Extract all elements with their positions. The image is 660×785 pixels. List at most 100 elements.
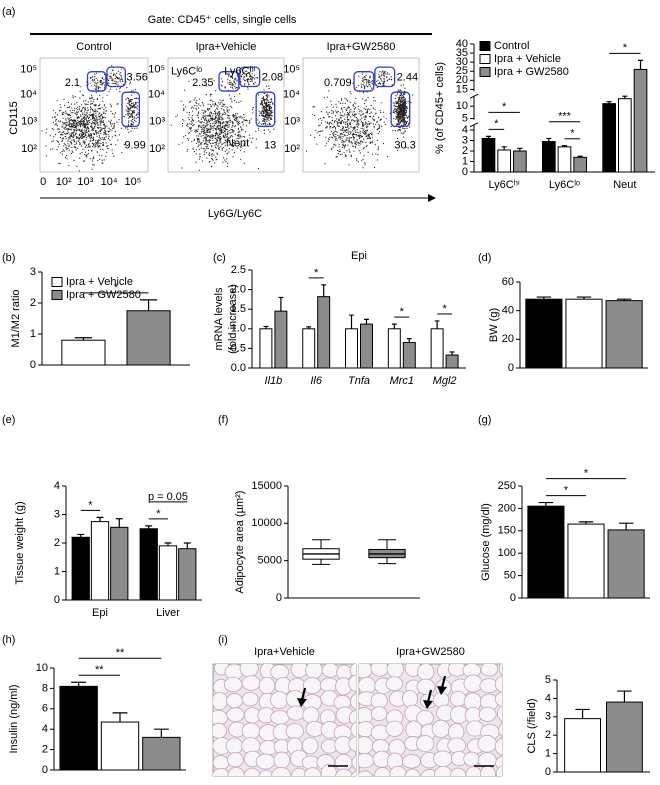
cytometry-dot [195,162,196,163]
cytometry-dot [104,74,105,75]
cytometry-dot [265,99,266,100]
cytometry-dot [102,77,103,78]
cytometry-dot [99,155,100,156]
cytometry-dot [213,128,214,129]
cytometry-dot [90,158,91,159]
cytometry-dot [80,86,81,87]
cytometry-dot [334,131,335,132]
cytometry-dot [81,104,82,105]
cytometry-dot [232,130,233,131]
cytometry-dot [74,147,75,148]
cytometry-dot [94,109,95,110]
cytometry-dot [249,138,250,139]
cytometry-dot [246,119,247,120]
cytometry-dot [383,112,384,113]
cytometry-dot [81,121,82,122]
adipocyte [286,723,304,739]
cytometry-dot [219,134,220,135]
cytometry-dot [68,132,69,133]
cytometry-dot [223,143,224,144]
cytometry-dot [58,120,59,121]
cytometry-dot [98,127,99,128]
cytometry-dot [96,119,97,120]
cytometry-dot [84,114,85,115]
cytometry-dot [355,132,356,133]
cytometry-dot [343,145,344,146]
cytometry-dot [346,127,347,128]
cytometry-dot [55,116,56,117]
cytometry-dot [406,122,407,123]
cytometry-dot [361,121,362,122]
cytometry-dot [131,91,132,92]
image-title: Ipra+Vehicle [254,646,315,658]
cytometry-dot [324,97,325,98]
cytometry-dot [219,114,220,115]
cytometry-dot [272,104,273,105]
cytometry-dot [224,104,225,105]
cytometry-dot [132,113,133,114]
cytometry-dot [196,143,197,144]
cytometry-dot [206,152,207,153]
error-bar [140,300,157,311]
adipocyte [386,721,403,736]
cytometry-dot [395,130,396,131]
cytometry-dot [226,124,227,125]
cytometry-dot [77,122,78,123]
cytometry-dot [108,134,109,135]
cytometry-dot [97,122,98,123]
cytometry-dot [266,119,267,120]
cytometry-dot [114,81,115,82]
cytometry-dot [76,142,77,143]
cytometry-dot [366,112,367,113]
cytometry-dot [104,85,105,86]
cytometry-dot [207,121,208,122]
cytometry-dot [108,131,109,132]
cytometry-dot [212,120,213,121]
cytometry-dot [196,100,197,101]
cytometry-dot [178,144,179,145]
cytometry-dot [230,106,231,107]
cytometry-dot [347,117,348,118]
cytometry-dot [189,127,190,128]
cytometry-dot [353,115,354,116]
cytometry-dot [60,163,61,164]
cytometry-dot [206,158,207,159]
cytometry-dot [352,130,353,131]
cytometry-dot [116,81,117,82]
cytometry-dot [121,128,122,129]
cytometry-dot [101,155,102,156]
adipocyte [481,662,498,676]
cytometry-dot [95,120,96,121]
cytometry-dot [362,142,363,143]
cytometry-dot [396,95,397,96]
cytometry-dot [95,144,96,145]
panel-label: (d) [478,252,491,264]
significance-label: * [570,128,575,140]
cytometry-dot [116,73,117,74]
cytometry-dot [96,78,97,79]
cytometry-dot [398,117,399,118]
cytometry-dot [67,128,68,129]
cytometry-dot [340,114,341,115]
cytometry-dot [90,98,91,99]
cytometry-dot [372,117,373,118]
cytometry-dot [200,143,201,144]
cytometry-dot [342,115,343,116]
cytometry-dot [352,143,353,144]
cytometry-dot [266,99,267,100]
cytometry-dot [69,145,70,146]
adipocyte [478,735,497,752]
cytometry-dot [401,101,402,102]
y-axis-label: M1/M2 ratio [10,289,22,347]
cytometry-dot [92,146,93,147]
cytometry-dot [130,116,131,117]
cytometry-dot [386,118,387,119]
cytometry-dot [81,130,82,131]
cytometry-dot [357,127,358,128]
cytometry-dot [346,129,347,130]
cytometry-dot [372,83,373,84]
cytometry-dot [225,106,226,107]
cytometry-dot [361,83,362,84]
cytometry-dot [111,65,112,66]
cytometry-dot [406,106,407,107]
